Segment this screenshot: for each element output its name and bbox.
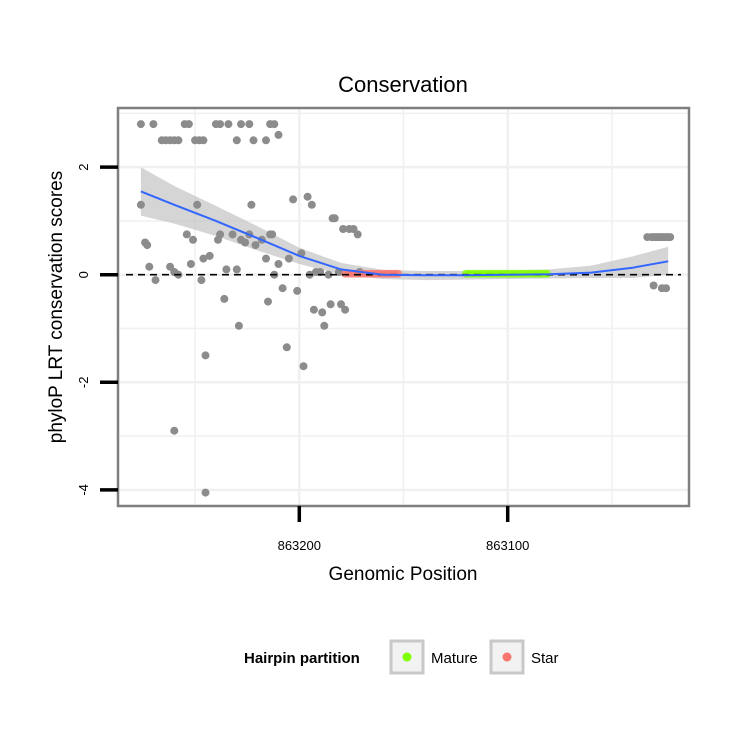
- y-tick-label: -4: [76, 484, 91, 496]
- x-axis-ticks: 863200 863100: [278, 506, 529, 553]
- data-point: [662, 284, 671, 293]
- y-axis-ticks: -4 -2 0 2: [76, 164, 118, 496]
- data-point: [666, 233, 675, 242]
- partition-point-star: [394, 269, 403, 278]
- legend-label-mature: Mature: [431, 650, 478, 667]
- legend: Hairpin partition Mature Star: [244, 639, 559, 675]
- data-point: [136, 200, 145, 209]
- data-point: [247, 200, 256, 209]
- legend-dot-mature: [402, 652, 412, 662]
- data-point: [349, 225, 358, 233]
- data-point: [284, 254, 293, 263]
- data-point: [303, 192, 312, 201]
- data-point: [220, 294, 229, 303]
- data-point: [318, 308, 327, 317]
- data-point: [201, 351, 210, 360]
- data-point: [264, 297, 272, 306]
- data-point: [170, 426, 179, 435]
- data-point: [320, 321, 329, 330]
- confidence-ribbon: [140, 167, 669, 281]
- data-point: [199, 254, 208, 263]
- grid-lines: [118, 108, 689, 506]
- data-point: [270, 120, 279, 129]
- plot-panel-border: [116, 106, 691, 508]
- data-point: [182, 230, 191, 239]
- data-point: [228, 230, 237, 239]
- chart-title: Conservation: [338, 72, 468, 97]
- data-point: [289, 195, 298, 204]
- loess-smooth-line: [140, 190, 669, 277]
- data-point: [205, 251, 214, 260]
- data-point: [136, 120, 145, 129]
- x-tick-label: 863200: [278, 538, 321, 553]
- data-point: [222, 265, 231, 274]
- data-point: [309, 305, 318, 314]
- data-point: [234, 321, 243, 330]
- data-points: [136, 120, 675, 497]
- data-point: [341, 305, 350, 314]
- data-point: [326, 300, 335, 309]
- x-tick-label: 863100: [486, 538, 529, 553]
- data-point: [201, 488, 210, 497]
- data-point: [151, 276, 160, 285]
- y-tick-label: -2: [76, 377, 91, 389]
- data-point: [193, 200, 202, 209]
- legend-label-star: Star: [531, 650, 559, 667]
- data-point: [216, 120, 225, 129]
- data-point: [330, 214, 339, 223]
- data-point: [245, 120, 254, 129]
- data-point: [241, 238, 250, 247]
- data-point: [232, 136, 241, 145]
- data-point: [299, 362, 308, 371]
- data-point: [237, 120, 245, 129]
- data-point: [174, 136, 183, 145]
- data-point: [649, 281, 658, 290]
- legend-dot-star: [502, 652, 512, 662]
- data-point: [262, 254, 270, 263]
- data-point: [274, 130, 283, 139]
- x-axis-label: Genomic Position: [329, 564, 478, 585]
- data-point: [282, 343, 291, 352]
- data-point: [251, 241, 260, 250]
- data-point: [268, 230, 277, 239]
- data-point: [145, 262, 154, 271]
- data-point: [278, 284, 287, 293]
- data-point: [274, 260, 283, 268]
- data-point: [224, 120, 233, 129]
- data-point: [293, 286, 302, 295]
- data-point: [353, 230, 362, 239]
- data-point: [232, 265, 241, 274]
- data-point: [197, 276, 206, 285]
- data-point: [184, 120, 193, 129]
- data-point: [262, 136, 270, 145]
- data-point: [189, 235, 197, 244]
- data-point: [324, 270, 333, 279]
- y-tick-label: 2: [76, 164, 91, 171]
- data-point: [149, 120, 158, 129]
- data-point: [249, 136, 258, 145]
- legend-title: Hairpin partition: [244, 650, 360, 667]
- data-point: [339, 225, 348, 233]
- data-point: [216, 230, 225, 239]
- data-point: [143, 241, 152, 250]
- y-tick-label: 0: [76, 271, 91, 278]
- data-point: [186, 260, 195, 268]
- y-axis-label: phyloP LRT conservation scores: [46, 171, 67, 444]
- data-point: [199, 136, 208, 145]
- data-point: [307, 200, 316, 209]
